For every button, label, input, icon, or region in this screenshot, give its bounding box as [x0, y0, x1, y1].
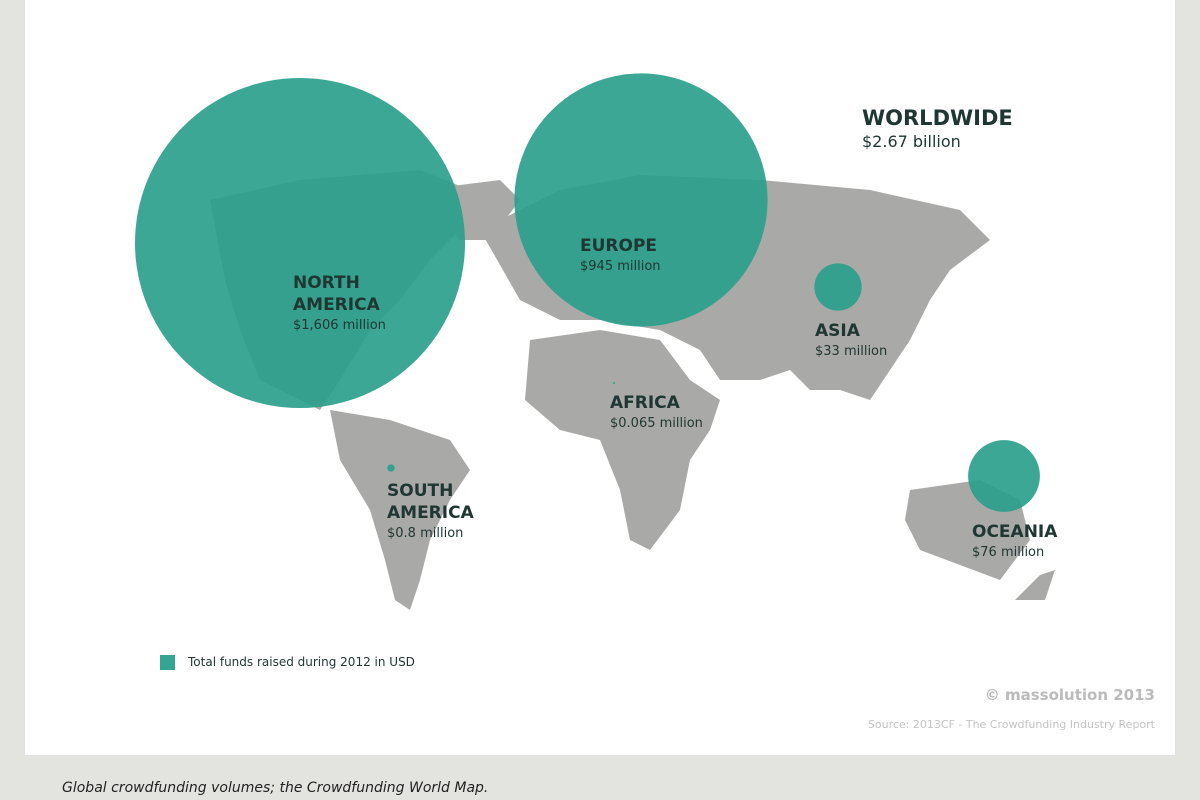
region-label: AFRICA $0.065 million — [610, 392, 740, 434]
source: Source: 2013CF - The Crowdfunding Indust… — [867, 718, 1155, 731]
region-label: ASIA $33 million — [815, 320, 935, 362]
copyright: © massolution 2013 — [984, 686, 1155, 704]
bubble — [387, 464, 395, 472]
region-name: OCEANIA — [972, 522, 1058, 542]
region-value: $1,606 million — [293, 318, 386, 333]
bubble — [612, 381, 616, 385]
worldwide-value: $2.67 billion — [862, 132, 961, 151]
legend-swatch — [160, 655, 175, 670]
worldwide-title: WORLDWIDE — [862, 106, 1013, 130]
region-name: SOUTH AMERICA — [387, 481, 474, 523]
region-label: EUROPE $945 million — [580, 235, 710, 277]
region-label: NORTH AMERICA $1,606 million — [293, 272, 413, 336]
region-label: OCEANIA $76 million — [972, 521, 1092, 563]
bubble — [135, 78, 465, 408]
region-value: $0.065 million — [610, 416, 703, 431]
region-value: $33 million — [815, 344, 888, 359]
bubble — [514, 73, 768, 327]
bubble — [968, 440, 1040, 512]
region-value: $76 million — [972, 545, 1045, 560]
region-name: EUROPE — [580, 236, 658, 256]
region-name: AFRICA — [610, 393, 680, 413]
region-label: SOUTH AMERICA $0.8 million — [387, 480, 487, 544]
legend-text: Total funds raised during 2012 in USD — [188, 655, 415, 669]
bubble — [814, 263, 862, 311]
caption: Global crowdfunding volumes; the Crowdfu… — [62, 780, 489, 796]
region-name: NORTH AMERICA — [293, 273, 380, 315]
region-name: ASIA — [815, 321, 860, 341]
region-value: $945 million — [580, 259, 661, 274]
region-value: $0.8 million — [387, 526, 464, 541]
